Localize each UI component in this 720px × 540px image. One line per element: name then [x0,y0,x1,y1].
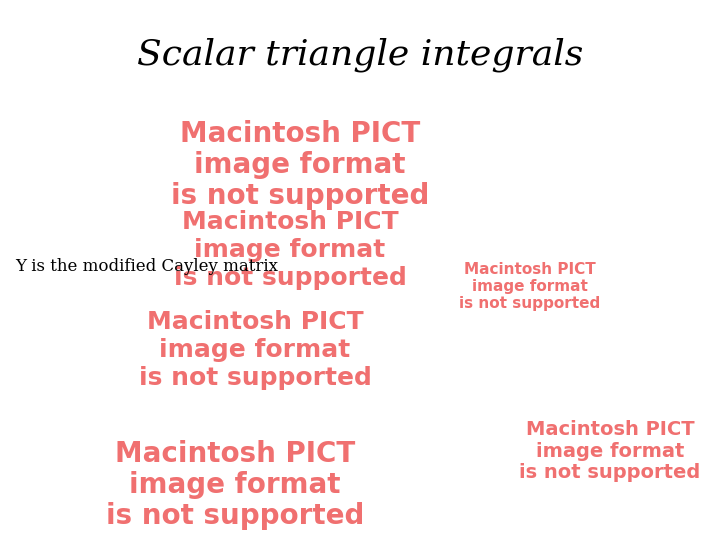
Text: is not supported: is not supported [174,266,406,290]
Text: Macintosh PICT: Macintosh PICT [526,420,694,439]
Text: image format: image format [159,338,351,362]
Text: image format: image format [130,471,341,499]
Text: Macintosh PICT: Macintosh PICT [180,120,420,148]
Text: Macintosh PICT: Macintosh PICT [115,440,355,468]
Text: is not supported: is not supported [106,502,364,530]
Text: is not supported: is not supported [171,182,429,210]
Text: Y is the modified Cayley matrix: Y is the modified Cayley matrix [15,258,278,275]
Text: image format: image format [194,238,386,262]
Text: Macintosh PICT: Macintosh PICT [181,210,398,234]
Text: image format: image format [472,279,588,294]
Text: is not supported: is not supported [459,296,600,311]
Text: image format: image format [194,151,406,179]
Text: Macintosh PICT: Macintosh PICT [147,310,364,334]
Text: is not supported: is not supported [138,366,372,390]
Text: is not supported: is not supported [519,463,701,482]
Text: Macintosh PICT: Macintosh PICT [464,262,596,277]
Text: Scalar triangle integrals: Scalar triangle integrals [137,38,583,72]
Text: image format: image format [536,442,684,461]
